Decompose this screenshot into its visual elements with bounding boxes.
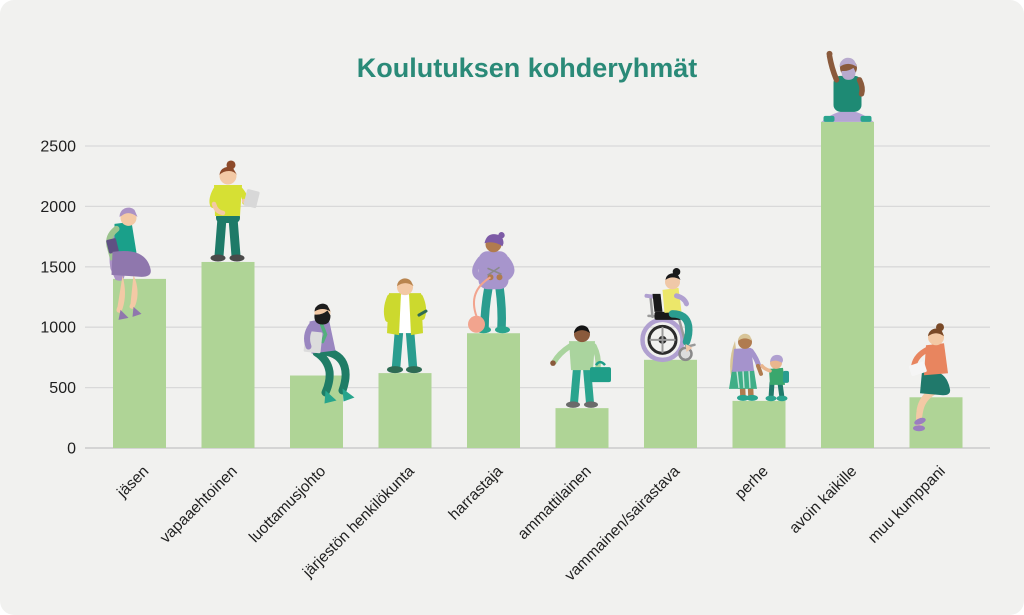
shoe (913, 425, 925, 432)
bars-layer (113, 121, 963, 448)
illustration-parent-with-child (729, 333, 789, 402)
briefcase-handle (594, 360, 606, 366)
book-icon (106, 238, 119, 254)
hair-bun (936, 323, 944, 332)
illustration-sitting-woman-laptop (908, 323, 951, 432)
tablet-icon (243, 189, 260, 209)
parent-figure (729, 333, 763, 401)
shoe (584, 401, 598, 408)
shoe (324, 390, 337, 404)
wheelchair-caster (678, 346, 693, 362)
pen-icon (417, 309, 428, 317)
y-axis-tick-label: 1000 (40, 320, 76, 337)
heel-shoe (118, 309, 129, 320)
yarn-thread (473, 276, 492, 317)
shoe (765, 395, 777, 402)
bar (290, 375, 343, 448)
hair-bun (226, 160, 236, 170)
yarn-ball-icon (468, 315, 485, 333)
x-axis-category-label: harrastaja (446, 463, 507, 524)
shoe (914, 417, 926, 425)
shoe (823, 115, 835, 122)
shoe (776, 395, 788, 402)
child-figure (760, 354, 789, 402)
shoe (229, 254, 245, 262)
illustration-standing-person-knitting (468, 232, 515, 334)
head-wrap (484, 234, 504, 247)
illustration-standing-woman-tablet (209, 160, 260, 262)
illustration-sitting-woman-reading (106, 207, 151, 320)
y-axis-tick-label: 1500 (40, 259, 76, 276)
heel-shoe (132, 306, 142, 317)
briefcase-icon (590, 367, 611, 383)
shoe (566, 401, 580, 408)
bar (821, 121, 874, 448)
bar (732, 400, 786, 448)
illustration-person-in-wheelchair (640, 268, 696, 363)
illustration-standing-man-briefcase (550, 325, 611, 408)
y-axis-labels-layer: 0 500 1000 1500 2000 2500 (40, 139, 76, 458)
bar (644, 359, 697, 448)
x-axis-category-label: jäsen (113, 463, 152, 502)
y-axis-tick-label: 500 (49, 380, 76, 397)
shoe (737, 394, 749, 401)
x-axis-category-label: muu kumppani (865, 463, 949, 547)
illustration-sitting-man-laptop (303, 303, 355, 404)
hair-bun (672, 268, 681, 276)
beard (314, 310, 331, 325)
beard (841, 67, 856, 80)
x-axis-category-label: ammattilainen (515, 463, 595, 543)
shoe (860, 115, 872, 122)
backpack-icon (783, 370, 789, 383)
bar (378, 373, 432, 448)
shoe (746, 394, 758, 401)
y-axis-tick-label: 2000 (40, 199, 76, 216)
knitting-needles (487, 266, 502, 276)
y-axis-tick-label: 2500 (40, 139, 76, 156)
illustrations-layer (106, 50, 951, 432)
illustration-person-cross-legged-waving (821, 50, 874, 122)
y-axis-tick-label: 0 (67, 441, 76, 458)
x-axis-category-label: perhe (732, 463, 772, 503)
foot (685, 343, 693, 352)
x-axis-category-label: vapaaehtoinen (157, 463, 241, 547)
shoe (210, 254, 226, 262)
shoe (387, 366, 403, 374)
x-axis-category-label: avoin kaikille (786, 463, 860, 537)
shoe (495, 326, 510, 334)
x-axis-labels-layer: jäsen vapaaehtoinen luottamusjohtojärjestö… (113, 463, 948, 585)
laptop-icon (908, 361, 927, 377)
bar (201, 261, 255, 448)
x-axis-category-label: luottamusjohto (246, 463, 329, 546)
illustration-standing-person-cardigan (383, 278, 428, 374)
bar (467, 333, 520, 448)
chart-title: Koulutuksen kohderyhmät (357, 53, 698, 83)
shoe (342, 388, 355, 402)
beanie (770, 354, 783, 363)
bar (555, 408, 609, 448)
shoe (406, 366, 422, 374)
